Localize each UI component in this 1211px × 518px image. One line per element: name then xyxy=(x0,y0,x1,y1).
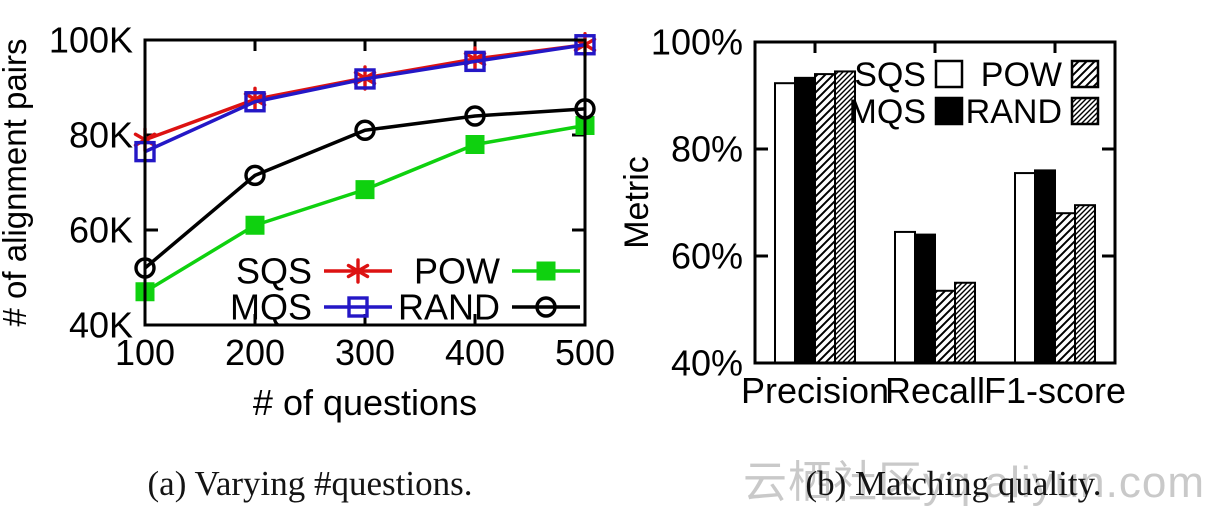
panel-b-matching-quality: Metric 40% 60% 80% 100% Precision Recall F1-sco… xyxy=(620,0,1211,518)
caption-a: (a) Varying #questions. xyxy=(147,464,473,503)
x-tick-label: 200 xyxy=(225,332,285,373)
marker-open-square xyxy=(347,296,369,318)
marker-open-circle xyxy=(535,296,557,318)
y-tick-label: 100% xyxy=(651,22,743,63)
bar-mqs-recall xyxy=(914,233,936,364)
line-chart-alignment-pairs: # of alignment pairs 100 200 300 400 500 40K 60… xyxy=(0,20,615,423)
bar-sqs-precision xyxy=(774,82,796,364)
legend-label-mqs: MQS xyxy=(849,93,926,131)
legend-swatch-sqs xyxy=(934,59,964,89)
legend-label-pow: POW xyxy=(981,56,1062,94)
y-tick-label: 40K xyxy=(69,305,133,346)
y-tick-label: 100K xyxy=(49,20,133,61)
marker-stroke xyxy=(243,92,267,107)
marker-open-square xyxy=(464,50,486,73)
panel-a-varying-questions: # of alignment pairs 100 200 300 400 500 40K 60… xyxy=(0,20,615,503)
marker-filled-square xyxy=(245,215,265,235)
y-axis-label: # of alignment pairs xyxy=(0,39,33,327)
x-tick-label: 300 xyxy=(335,332,395,373)
legend-label-mqs: MQS xyxy=(230,287,312,328)
y-tick-label: 40% xyxy=(671,343,743,384)
marker-filled-square xyxy=(536,261,556,281)
plot-frame xyxy=(753,40,1117,365)
bar-sqs-f1-score xyxy=(1014,172,1036,364)
marker-open-square xyxy=(244,91,266,113)
category-label: F1-score xyxy=(984,370,1126,411)
marker-asterisk xyxy=(346,258,370,284)
bar-pow-precision xyxy=(814,73,836,364)
x-tick-label: 100 xyxy=(115,332,175,373)
plot-frame xyxy=(143,38,587,327)
marker-open-circle xyxy=(244,164,266,187)
legend-label-rand: RAND xyxy=(966,93,1062,131)
legend-label-rand: RAND xyxy=(398,287,500,328)
legend-label-sqs: SQS xyxy=(854,56,926,94)
marker-stroke xyxy=(463,51,487,67)
bars-mqs xyxy=(794,76,1056,364)
caption-b: (b) Matching quality. xyxy=(805,464,1102,503)
bar-rand-f1-score xyxy=(1074,204,1096,364)
y-tick-label: 80% xyxy=(671,129,743,170)
bar-pow-recall xyxy=(934,289,956,364)
marker-open-square xyxy=(354,68,376,90)
bar-rand-recall xyxy=(954,281,976,364)
marker-open-circle xyxy=(354,119,376,141)
series-sqs xyxy=(133,32,597,153)
legend-swatch-pow xyxy=(1070,59,1100,89)
series-mqs xyxy=(134,34,596,163)
category-label: Precision xyxy=(741,370,889,411)
x-tick-label: 500 xyxy=(555,332,615,373)
marker-filled-square xyxy=(355,180,375,200)
marker-open-circle xyxy=(464,105,486,127)
y-tick-label: 60K xyxy=(69,210,133,251)
bar-mqs-f1-score xyxy=(1034,169,1056,364)
legend-swatch-mqs xyxy=(934,96,964,126)
watermark: 云栖社区yq.aliyun.com xyxy=(742,458,1205,507)
series-line xyxy=(144,43,586,142)
marker-filled-square xyxy=(465,135,485,154)
y-tick-label: 80K xyxy=(69,115,133,156)
y-tick-label: 60% xyxy=(671,236,743,277)
bar-pow-f1-score xyxy=(1054,212,1076,364)
series-line xyxy=(143,107,586,270)
bar-mqs-precision xyxy=(794,76,816,364)
legend-swatch-rand xyxy=(1070,96,1100,126)
legend-label-sqs: SQS xyxy=(236,251,312,292)
x-axis-label: # of questions xyxy=(253,382,477,423)
bar-chart-matching-quality: Metric 40% 60% 80% 100% PrecisionRecallF1-sco… xyxy=(620,22,1126,411)
bar-sqs-recall xyxy=(894,230,916,364)
category-label: Recall xyxy=(885,370,985,411)
x-tick-label: 400 xyxy=(445,332,505,373)
y-axis-label: Metric xyxy=(620,156,656,249)
bars-rand xyxy=(834,70,1096,365)
marker-stroke xyxy=(346,263,370,279)
series-line xyxy=(144,43,586,154)
legend-label-pow: POW xyxy=(414,251,500,292)
